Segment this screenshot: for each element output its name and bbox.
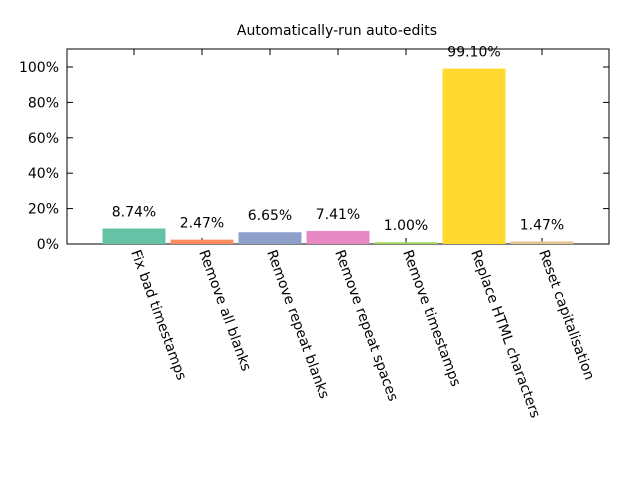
x-tick-label: Remove repeat blanks bbox=[263, 248, 332, 401]
y-tick-labels: 0% 20% 40% 60% 80% 100% bbox=[19, 60, 59, 253]
y-tick-label: 40% bbox=[28, 166, 59, 182]
x-tick-label: Replace HTML characters bbox=[467, 248, 543, 420]
bar bbox=[510, 241, 574, 244]
data-label: 99.10% bbox=[447, 45, 500, 61]
x-tick-label: Reset capitalisation bbox=[535, 248, 597, 382]
chart-title: Automatically-run auto-edits bbox=[237, 23, 437, 39]
bar bbox=[170, 239, 234, 244]
bars bbox=[102, 68, 574, 244]
y-tick-label: 80% bbox=[28, 95, 59, 111]
bar bbox=[374, 242, 438, 244]
x-tick-labels: Fix bad timestamps Remove all blanks Remov… bbox=[127, 248, 597, 420]
bar bbox=[238, 232, 302, 244]
x-tick-label: Remove timestamps bbox=[399, 248, 463, 389]
data-labels: 8.74% 2.47% 6.65% 7.41% 1.00% 99.10% 1.47% bbox=[112, 45, 564, 235]
x-tick-label: Remove all blanks bbox=[195, 248, 254, 373]
data-label: 7.41% bbox=[316, 207, 360, 223]
x-tick-label: Fix bad timestamps bbox=[127, 248, 189, 382]
bar bbox=[102, 228, 166, 244]
x-tick-label: Remove repeat spaces bbox=[331, 248, 401, 404]
data-label: 6.65% bbox=[248, 208, 292, 224]
y-tick-label: 0% bbox=[37, 237, 59, 253]
data-label: 8.74% bbox=[112, 205, 156, 221]
bar bbox=[306, 230, 370, 244]
data-label: 2.47% bbox=[180, 216, 224, 232]
y-tick-label: 20% bbox=[28, 202, 59, 218]
y-tick-label: 60% bbox=[28, 131, 59, 147]
data-label: 1.00% bbox=[384, 218, 428, 234]
bar bbox=[442, 68, 506, 244]
y-tick-label: 100% bbox=[19, 60, 59, 76]
data-label: 1.47% bbox=[520, 217, 564, 233]
